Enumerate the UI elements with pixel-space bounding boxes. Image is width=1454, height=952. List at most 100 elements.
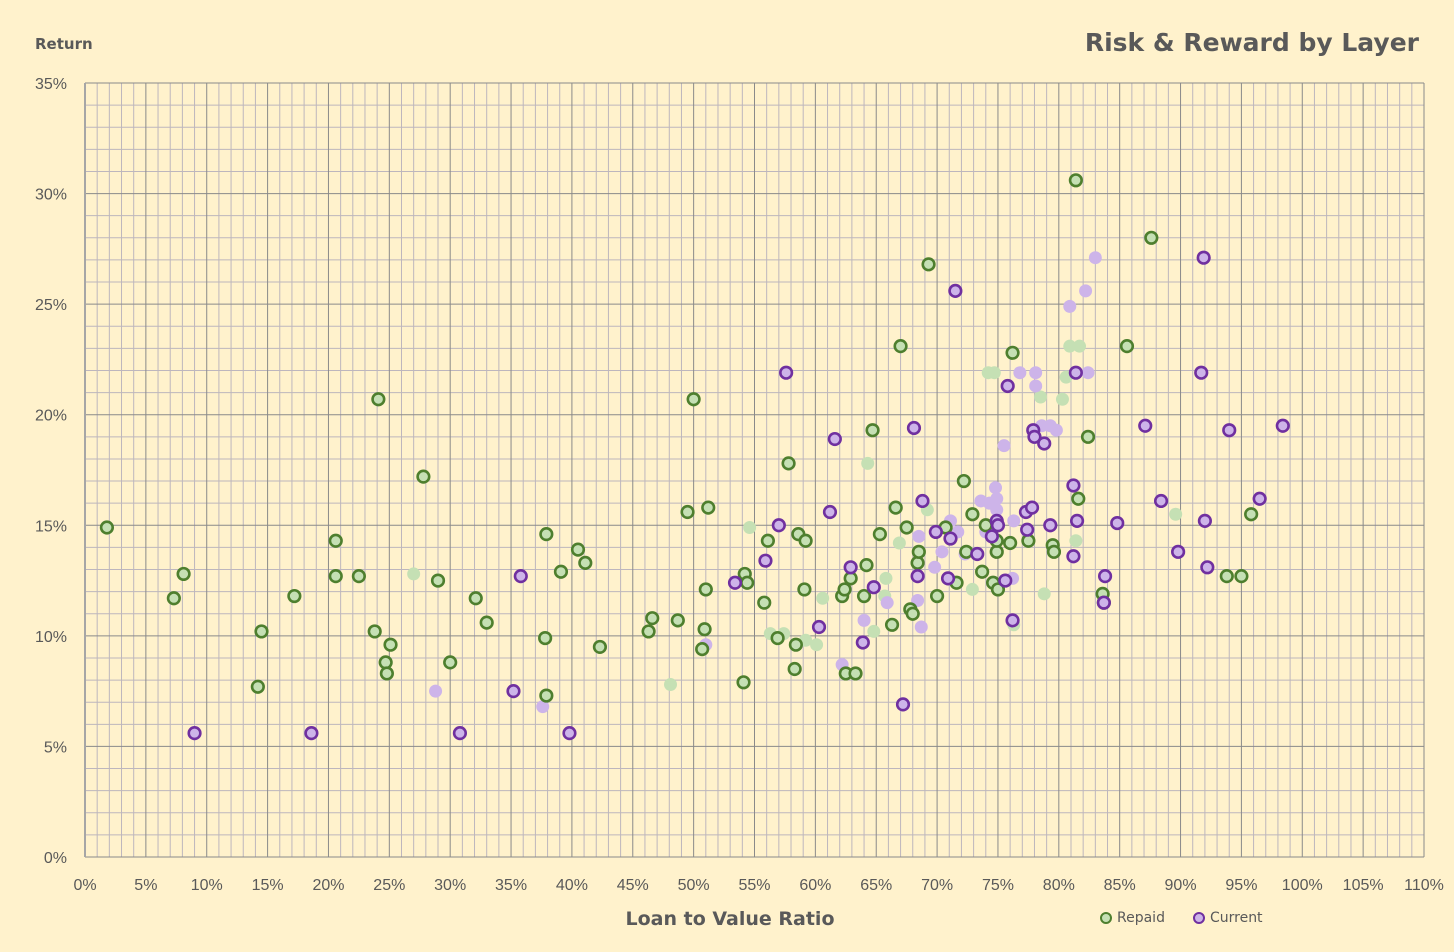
- repaid-point: [578, 555, 593, 570]
- current-point: [1068, 365, 1083, 380]
- repaid-point: [1234, 569, 1249, 584]
- current-point: [452, 726, 468, 741]
- current-point: [771, 518, 786, 533]
- repaid-point: [740, 575, 755, 590]
- repaid-point: [328, 533, 343, 548]
- current-point: [506, 684, 521, 699]
- repaid-point: [1119, 339, 1135, 354]
- faded-current-point: [1081, 366, 1095, 380]
- repaid-point: [695, 642, 710, 657]
- repaid-point: [956, 473, 971, 489]
- repaid-point: [1003, 535, 1018, 551]
- repaid-point: [570, 542, 586, 557]
- faded-repaid-point: [743, 520, 757, 534]
- legend-item-current: Current: [1192, 910, 1263, 926]
- x-tick-label: 100%: [1282, 877, 1323, 894]
- current-point: [1069, 513, 1085, 528]
- faded-repaid-point: [816, 591, 830, 605]
- current-point: [1066, 478, 1081, 493]
- x-tick-label: 20%: [312, 877, 344, 894]
- repaid-point: [670, 613, 685, 628]
- current-point: [943, 531, 958, 546]
- faded-current-point: [536, 700, 550, 714]
- current-point: [1196, 250, 1211, 265]
- current-point: [304, 726, 319, 741]
- repaid-point: [698, 582, 713, 597]
- y-tick-label: 35%: [35, 76, 67, 93]
- current-point: [758, 553, 773, 568]
- x-tick-label: 25%: [373, 877, 405, 894]
- repaid-marker-icon: [1100, 912, 1112, 924]
- repaid-point: [1005, 345, 1020, 360]
- current-point: [1027, 429, 1042, 444]
- current-point: [187, 726, 202, 741]
- current-point: [1194, 365, 1209, 380]
- faded-repaid-point: [965, 582, 979, 596]
- faded-current-point: [1063, 299, 1077, 313]
- repaid-point: [1068, 173, 1083, 188]
- current-point: [1138, 418, 1153, 433]
- current-point: [1252, 491, 1267, 506]
- faded-current-point: [1013, 366, 1027, 380]
- repaid-point: [899, 520, 914, 535]
- repaid-point: [383, 637, 398, 652]
- chart-title: Risk & Reward by Layer: [1084, 28, 1419, 57]
- faded-current-point: [990, 503, 1004, 517]
- current-point: [513, 569, 528, 584]
- repaid-point: [888, 500, 903, 515]
- faded-current-point: [935, 545, 949, 559]
- legend-item-repaid: Repaid: [1100, 910, 1165, 926]
- current-point: [1110, 515, 1125, 531]
- current-point: [984, 529, 999, 544]
- faded-repaid-point: [867, 624, 881, 638]
- faded-current-point: [429, 684, 443, 698]
- repaid-point: [371, 392, 386, 407]
- repaid-point: [287, 588, 302, 604]
- current-point: [1222, 423, 1237, 438]
- current-point: [940, 571, 956, 586]
- repaid-point: [736, 675, 751, 690]
- current-point: [779, 365, 794, 380]
- repaid-point: [680, 504, 695, 520]
- x-tick-label: 35%: [495, 877, 527, 894]
- legend-label-repaid: Repaid: [1117, 910, 1165, 926]
- current-point: [866, 580, 881, 595]
- repaid-point: [921, 257, 936, 272]
- legend-label-current: Current: [1209, 910, 1263, 926]
- repaid-point: [686, 392, 701, 407]
- repaid-point: [166, 591, 181, 606]
- repaid-point: [965, 507, 980, 522]
- repaid-point: [1046, 544, 1062, 559]
- current-point: [1020, 522, 1035, 537]
- faded-repaid-point: [810, 638, 824, 652]
- repaid-point: [645, 611, 660, 626]
- current-point: [822, 504, 838, 520]
- y-tick-label: 20%: [35, 408, 67, 425]
- legend: Repaid Current: [1100, 910, 1263, 926]
- repaid-point: [254, 624, 269, 639]
- faded-current-point: [1007, 514, 1021, 528]
- repaid-point: [757, 595, 772, 610]
- repaid-point: [797, 582, 812, 597]
- repaid-point: [872, 527, 887, 542]
- x-tick-label: 40%: [556, 877, 588, 894]
- repaid-point: [553, 564, 569, 579]
- repaid-point: [592, 639, 608, 655]
- faded-current-point: [1029, 366, 1043, 380]
- repaid-point: [99, 520, 115, 535]
- current-point: [1153, 493, 1169, 509]
- repaid-point: [770, 630, 785, 646]
- current-point: [1200, 560, 1215, 575]
- current-point: [811, 619, 827, 635]
- faded-current-point: [1049, 423, 1063, 437]
- faded-repaid-point: [892, 536, 906, 550]
- y-tick-label: 15%: [35, 518, 67, 535]
- faded-current-point: [912, 529, 926, 543]
- repaid-point: [798, 533, 813, 548]
- current-point: [855, 635, 870, 650]
- faded-repaid-point: [407, 567, 421, 581]
- repaid-point: [328, 569, 343, 584]
- current-point: [895, 697, 911, 712]
- faded-current-point: [997, 439, 1011, 453]
